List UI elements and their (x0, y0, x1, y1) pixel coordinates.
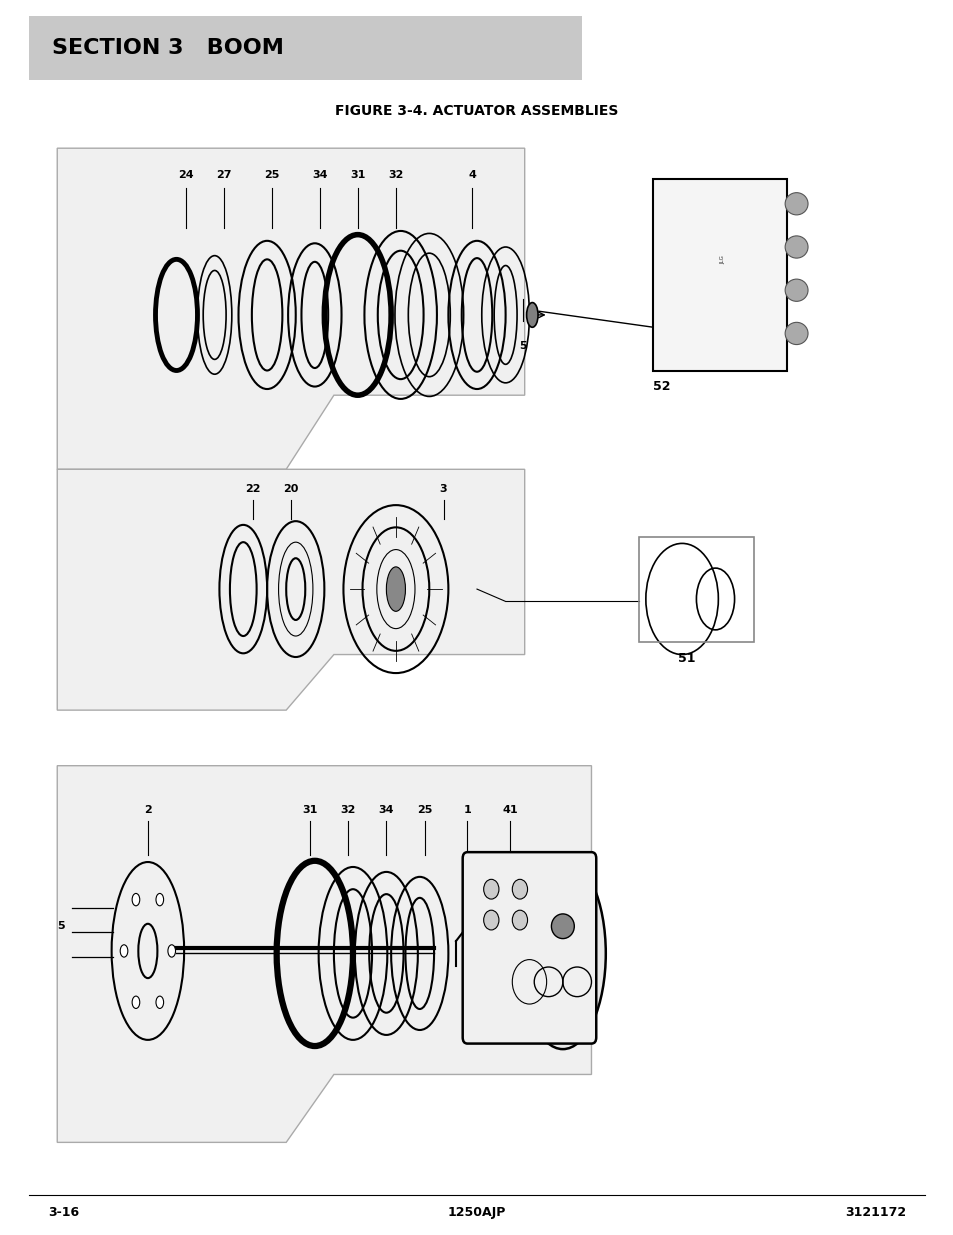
Text: 5: 5 (518, 341, 526, 351)
Text: 4: 4 (468, 170, 476, 180)
Text: 41: 41 (502, 805, 517, 815)
Text: 3-16: 3-16 (48, 1207, 79, 1219)
Ellipse shape (784, 279, 807, 301)
FancyBboxPatch shape (462, 852, 596, 1044)
Ellipse shape (551, 914, 574, 939)
Text: 1250AJP: 1250AJP (447, 1207, 506, 1219)
Text: 25: 25 (416, 805, 432, 815)
Polygon shape (57, 766, 591, 1142)
Ellipse shape (784, 322, 807, 345)
Text: 2: 2 (144, 805, 152, 815)
Ellipse shape (120, 945, 128, 957)
Text: 32: 32 (388, 170, 403, 180)
Ellipse shape (132, 893, 139, 905)
Ellipse shape (512, 879, 527, 899)
Ellipse shape (784, 193, 807, 215)
Polygon shape (57, 469, 524, 710)
Ellipse shape (483, 910, 498, 930)
Text: 34: 34 (378, 805, 394, 815)
Text: 51: 51 (678, 652, 695, 666)
Ellipse shape (386, 567, 405, 611)
Text: 24: 24 (178, 170, 193, 180)
Text: 25: 25 (264, 170, 279, 180)
Ellipse shape (132, 997, 139, 1009)
Ellipse shape (526, 303, 537, 327)
Text: 22: 22 (245, 484, 260, 494)
Ellipse shape (519, 857, 605, 1050)
Ellipse shape (168, 945, 175, 957)
Text: 3: 3 (439, 484, 447, 494)
Ellipse shape (784, 236, 807, 258)
Text: 52: 52 (653, 380, 670, 394)
Text: 34: 34 (312, 170, 327, 180)
Text: SECTION 3   BOOM: SECTION 3 BOOM (52, 38, 284, 58)
Text: 31: 31 (302, 805, 317, 815)
Text: 1: 1 (463, 805, 471, 815)
Text: 31: 31 (350, 170, 365, 180)
Ellipse shape (156, 893, 164, 905)
Text: 5: 5 (57, 921, 65, 931)
Text: 32: 32 (340, 805, 355, 815)
Ellipse shape (483, 879, 498, 899)
Polygon shape (57, 148, 524, 469)
Text: 27: 27 (216, 170, 232, 180)
Text: JLG: JLG (720, 254, 724, 264)
Text: FIGURE 3-4. ACTUATOR ASSEMBLIES: FIGURE 3-4. ACTUATOR ASSEMBLIES (335, 104, 618, 119)
Text: 20: 20 (283, 484, 298, 494)
Ellipse shape (512, 910, 527, 930)
Text: 3121172: 3121172 (844, 1207, 905, 1219)
Ellipse shape (155, 997, 163, 1009)
FancyBboxPatch shape (29, 16, 581, 80)
FancyBboxPatch shape (653, 179, 786, 370)
